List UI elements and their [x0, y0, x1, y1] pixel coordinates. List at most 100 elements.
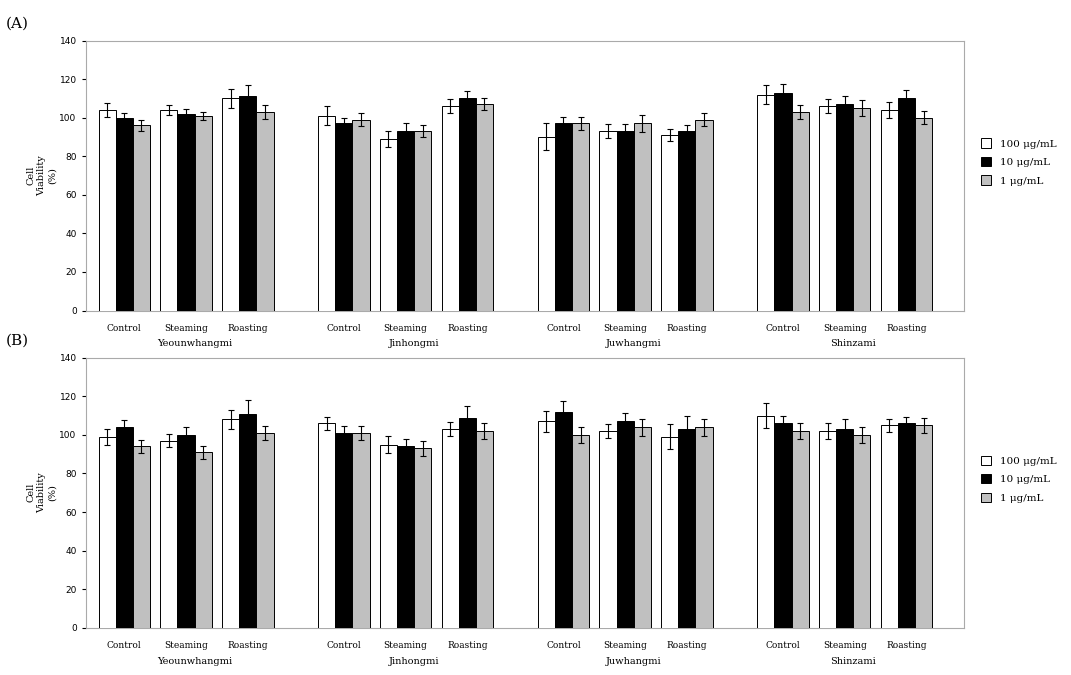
Text: Shinzami: Shinzami — [830, 340, 876, 348]
Text: Jinhongmi: Jinhongmi — [389, 657, 439, 666]
Bar — [538, 421, 555, 628]
Bar — [458, 418, 476, 628]
Text: (B): (B) — [5, 334, 29, 348]
Bar — [441, 429, 458, 628]
Text: Control: Control — [107, 641, 141, 650]
Bar — [318, 115, 335, 310]
Text: Control: Control — [107, 324, 141, 333]
Bar — [318, 423, 335, 628]
Bar — [352, 433, 369, 628]
Text: Steaming: Steaming — [823, 641, 866, 650]
Text: Control: Control — [766, 641, 800, 650]
Text: Steaming: Steaming — [383, 641, 427, 650]
Bar — [600, 131, 617, 310]
Bar — [133, 446, 150, 628]
Bar — [617, 421, 634, 628]
Bar — [239, 414, 256, 628]
Text: Steaming: Steaming — [164, 641, 208, 650]
Bar — [555, 124, 572, 310]
Bar — [239, 97, 256, 311]
Bar — [222, 419, 239, 628]
Bar — [476, 431, 493, 628]
Bar — [458, 99, 476, 311]
Bar — [256, 112, 273, 310]
Text: Roasting: Roasting — [886, 324, 926, 333]
Text: Juwhangmi: Juwhangmi — [606, 340, 662, 348]
Bar — [414, 448, 432, 628]
Bar — [617, 131, 634, 310]
Bar — [116, 117, 133, 310]
Bar — [819, 431, 836, 628]
Bar — [600, 431, 617, 628]
Text: Roasting: Roasting — [447, 324, 487, 333]
Text: Control: Control — [327, 324, 361, 333]
Text: Roasting: Roasting — [886, 641, 926, 650]
Bar — [897, 423, 915, 628]
Bar — [678, 131, 695, 310]
Bar — [161, 441, 178, 628]
Bar — [99, 110, 116, 310]
Bar — [380, 445, 397, 628]
Text: Roasting: Roasting — [666, 324, 707, 333]
Bar — [634, 427, 651, 628]
Bar — [414, 131, 432, 310]
Bar — [757, 95, 774, 310]
Text: Steaming: Steaming — [823, 324, 866, 333]
Y-axis label: Cell
Viability
(%): Cell Viability (%) — [27, 155, 57, 196]
Bar — [133, 126, 150, 310]
Bar — [572, 124, 589, 310]
Bar — [99, 437, 116, 628]
Bar — [774, 423, 791, 628]
Text: Roasting: Roasting — [227, 324, 268, 333]
Text: Shinzami: Shinzami — [830, 657, 876, 666]
Text: Jinhongmi: Jinhongmi — [389, 340, 439, 348]
Bar — [880, 425, 897, 628]
Text: Roasting: Roasting — [666, 641, 707, 650]
Bar — [116, 427, 133, 628]
Bar — [695, 427, 712, 628]
Text: (A): (A) — [5, 17, 28, 31]
Bar — [836, 429, 854, 628]
Bar — [380, 139, 397, 310]
Bar — [819, 106, 836, 310]
Bar — [634, 124, 651, 310]
Bar — [352, 119, 369, 310]
Bar — [538, 137, 555, 310]
Text: Control: Control — [546, 324, 580, 333]
Bar — [178, 435, 195, 628]
Text: Yeounwhangmi: Yeounwhangmi — [157, 657, 232, 666]
Bar — [256, 433, 273, 628]
Text: Control: Control — [766, 324, 800, 333]
Bar — [695, 119, 712, 310]
Bar — [476, 104, 493, 311]
Bar — [335, 433, 352, 628]
Text: Steaming: Steaming — [164, 324, 208, 333]
Text: Roasting: Roasting — [447, 641, 487, 650]
Bar — [161, 110, 178, 310]
Bar — [774, 92, 791, 310]
Bar — [335, 124, 352, 310]
Bar — [661, 135, 678, 310]
Bar — [678, 429, 695, 628]
Text: Steaming: Steaming — [603, 324, 647, 333]
Bar — [222, 99, 239, 311]
Bar — [880, 110, 897, 310]
Text: Roasting: Roasting — [227, 641, 268, 650]
Bar — [836, 104, 854, 311]
Bar — [397, 446, 414, 628]
Text: Steaming: Steaming — [383, 324, 427, 333]
Bar — [897, 99, 915, 311]
Bar — [195, 452, 212, 628]
Bar — [178, 114, 195, 310]
Text: Control: Control — [327, 641, 361, 650]
Legend: 100 μg/mL, 10 μg/mL, 1 μg/mL: 100 μg/mL, 10 μg/mL, 1 μg/mL — [978, 135, 1059, 189]
Bar — [854, 435, 871, 628]
Bar — [441, 106, 458, 310]
Bar — [195, 115, 212, 310]
Text: Control: Control — [546, 641, 580, 650]
Bar — [791, 112, 809, 310]
Y-axis label: Cell
Viability
(%): Cell Viability (%) — [27, 472, 57, 513]
Legend: 100 μg/mL, 10 μg/mL, 1 μg/mL: 100 μg/mL, 10 μg/mL, 1 μg/mL — [978, 452, 1059, 506]
Bar — [572, 435, 589, 628]
Bar — [661, 437, 678, 628]
